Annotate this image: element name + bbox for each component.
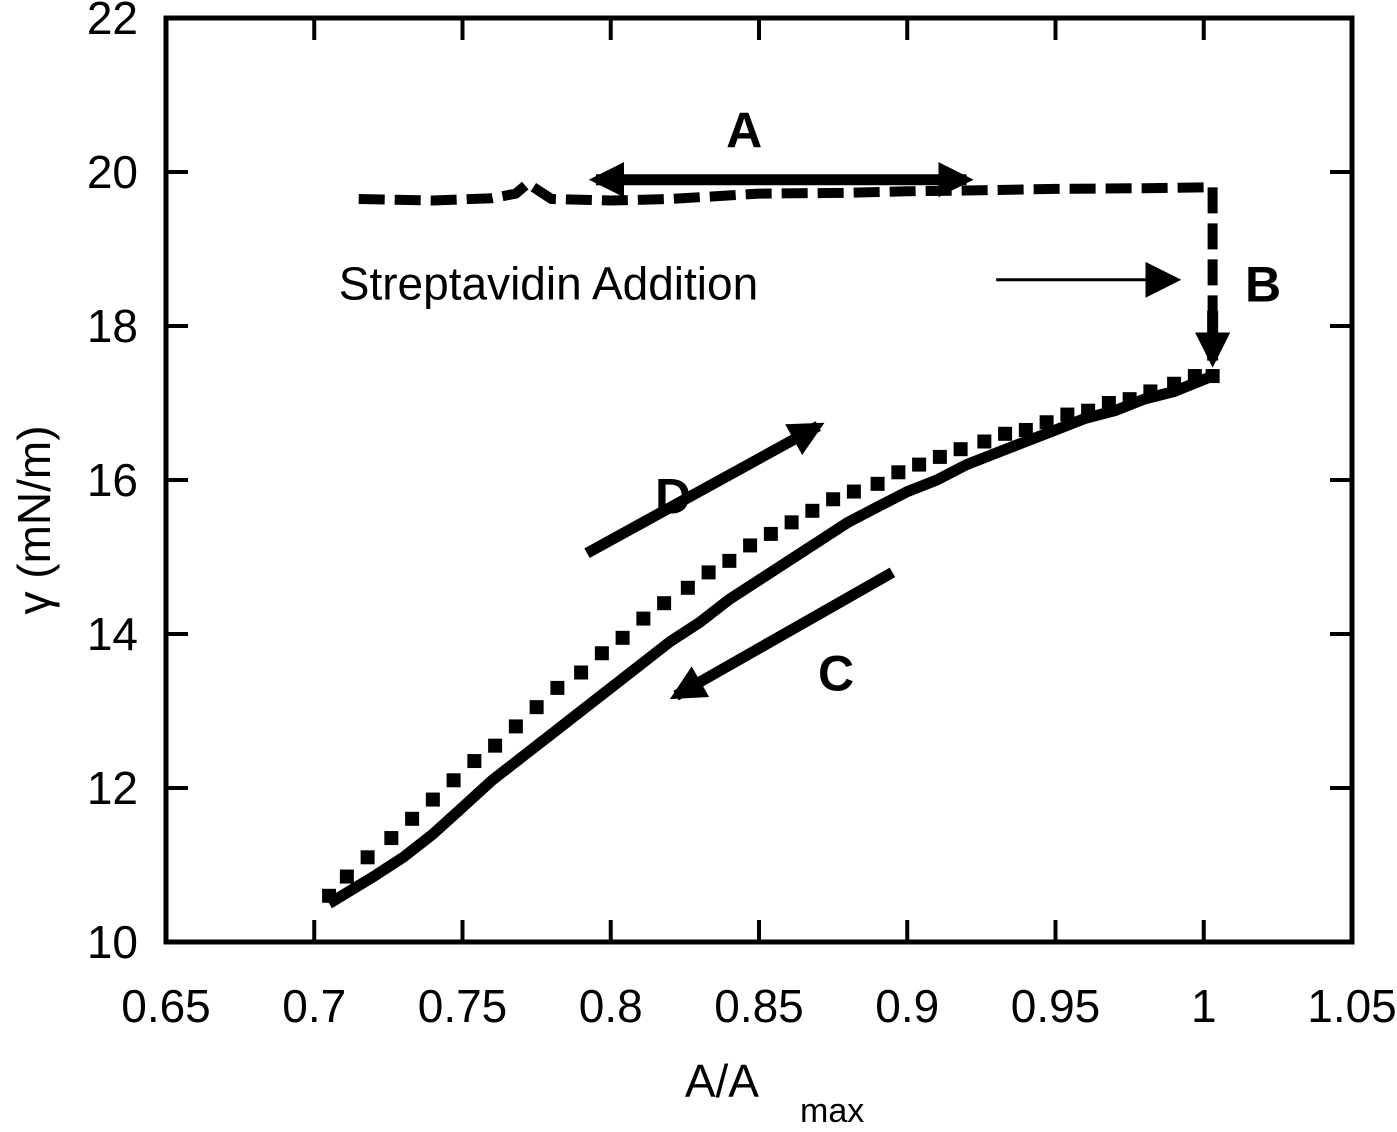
y-tick-label: 12	[87, 762, 138, 814]
data-point-square	[488, 738, 503, 753]
x-tick-label: 0.7	[282, 980, 346, 1032]
data-point-square	[932, 449, 947, 464]
x-tick-label: 0.9	[875, 980, 939, 1032]
y-tick-label: 18	[87, 300, 138, 352]
data-point-square	[508, 719, 523, 734]
data-point-square	[998, 426, 1013, 441]
data-point-square	[805, 503, 820, 518]
data-point-square	[1060, 407, 1075, 422]
annotation-label-b: B	[1245, 257, 1281, 313]
x-tick-label: 1	[1191, 980, 1217, 1032]
data-point-square	[550, 680, 565, 695]
series-line-solid	[326, 370, 1215, 909]
data-point-square	[846, 484, 861, 499]
annotation-label-d: D	[655, 468, 691, 524]
data-point-square	[339, 869, 354, 884]
y-tick-labels: 10 12 14 16 18 20 22	[87, 0, 138, 968]
data-point-square	[977, 434, 992, 449]
series-line-dashed	[358, 178, 1204, 206]
data-point-square	[594, 646, 609, 661]
arrow-C	[669, 567, 896, 701]
data-point-square	[405, 811, 420, 826]
data-point-square	[953, 442, 968, 457]
data-point-square	[870, 476, 885, 491]
data-point-square	[446, 773, 461, 788]
data-point-square	[574, 665, 589, 680]
annotation-label-c: C	[818, 646, 854, 702]
arrow-D	[584, 421, 825, 558]
data-point-square	[636, 611, 651, 626]
data-point-square	[680, 580, 695, 595]
data-point-square	[1039, 415, 1054, 430]
axis-ticks	[164, 16, 1354, 944]
x-tick-label: 0.8	[579, 980, 643, 1032]
data-point-square	[467, 754, 482, 769]
data-point-square	[384, 831, 399, 846]
x-tick-label: 0.95	[1011, 980, 1101, 1032]
data-point-square	[425, 792, 440, 807]
y-tick-label: 22	[87, 0, 138, 44]
series-layer	[322, 178, 1220, 909]
y-tick-label: 20	[87, 146, 138, 198]
data-point-square	[722, 553, 737, 568]
data-point-square	[701, 565, 716, 580]
annotation-label-a: A	[726, 103, 762, 159]
arrow-layer	[584, 162, 1231, 701]
data-point-square	[657, 596, 672, 611]
data-point-square	[360, 850, 375, 865]
x-tick-labels: 0.65 0.7 0.75 0.8 0.85 0.9 0.95 1 1.05	[121, 980, 1397, 1032]
data-point-square	[1018, 422, 1033, 437]
x-tick-label: 0.75	[418, 980, 508, 1032]
data-point-square	[743, 538, 758, 553]
y-axis-title: γ (mN/m)	[8, 425, 60, 614]
y-tick-label: 16	[87, 454, 138, 506]
data-point-square	[826, 492, 841, 507]
data-point-square	[912, 457, 927, 472]
x-tick-label: 0.65	[121, 980, 211, 1032]
data-point-square	[891, 465, 906, 480]
annotation-layer: A B C D Streptavidin Addition	[339, 103, 1281, 702]
x-axis-title-subscript: max	[800, 1092, 864, 1130]
annotation-streptavidin-addition: Streptavidin Addition	[339, 258, 758, 310]
data-point-square	[763, 526, 778, 541]
data-point-square	[784, 515, 799, 530]
x-tick-label: 1.05	[1307, 980, 1397, 1032]
y-tick-label: 10	[87, 916, 138, 968]
data-point-square	[529, 700, 544, 715]
x-tick-label: 0.85	[714, 980, 804, 1032]
data-point-square	[615, 630, 630, 645]
y-tick-label: 14	[87, 608, 138, 660]
x-axis-title: A/A	[685, 1055, 759, 1107]
